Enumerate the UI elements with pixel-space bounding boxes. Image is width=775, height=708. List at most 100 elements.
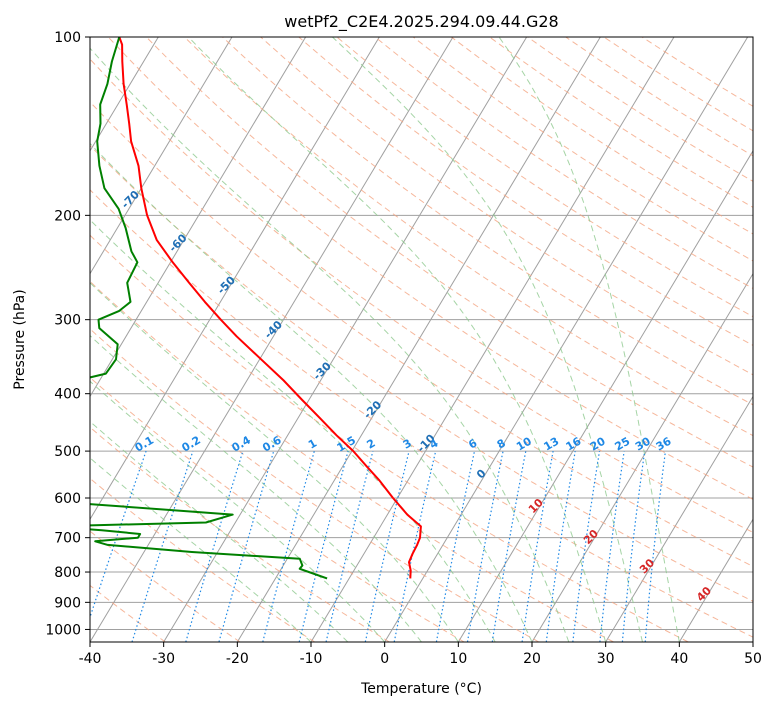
dry-adiabat-line xyxy=(184,37,753,437)
dry-adiabat-line xyxy=(603,37,753,132)
y-tick-label: 400 xyxy=(54,387,81,403)
mixing-ratio-line xyxy=(262,450,315,642)
isotherm-line xyxy=(752,641,753,642)
mixing-ratio-label: 6 xyxy=(466,436,479,451)
background-lines xyxy=(0,37,753,642)
mixing-ratio-line xyxy=(599,451,625,642)
mixing-ratio-line xyxy=(364,450,410,642)
mixing-ratio-line xyxy=(218,450,275,642)
x-tick-label: -40 xyxy=(79,651,102,667)
dry-adiabat-line xyxy=(565,37,753,157)
isotherm-line xyxy=(0,37,11,642)
x-tick-label: -20 xyxy=(226,651,249,667)
isotherm-line xyxy=(90,37,307,398)
x-tick-label: 0 xyxy=(380,651,389,667)
mixing-ratio-line xyxy=(298,450,349,642)
mixing-ratio-line xyxy=(521,450,554,642)
y-tick-label: 300 xyxy=(54,313,81,329)
isotherm-line xyxy=(90,37,454,642)
mixing-ratio-line xyxy=(131,450,194,642)
x-tick-label: 30 xyxy=(597,651,615,667)
mixing-ratio-line xyxy=(621,451,646,642)
isotherm-line xyxy=(90,37,233,275)
dry-adiabat-line xyxy=(222,37,753,406)
mixing-ratio-label: 3 xyxy=(401,437,414,452)
dry-adiabat-line xyxy=(90,101,753,567)
y-tick-label: 500 xyxy=(54,444,81,460)
y-tick-label: 600 xyxy=(54,491,81,507)
x-tick-label: 50 xyxy=(744,651,762,667)
moist-adiabat-line xyxy=(90,142,533,642)
isotherm-label: -30 xyxy=(311,359,334,382)
x-tick-label: 10 xyxy=(449,651,467,667)
moist-adiabat-line xyxy=(90,420,349,642)
mixing-ratio-line xyxy=(325,450,374,642)
y-tick-label: 1000 xyxy=(45,622,81,638)
y-tick-label: 700 xyxy=(54,531,81,547)
dry-adiabat-line xyxy=(90,144,753,602)
moist-adiabat-line xyxy=(90,334,422,642)
dry-adiabat-line xyxy=(298,37,753,346)
isotherm-line xyxy=(605,395,753,642)
x-tick-label: -30 xyxy=(152,651,175,667)
dry-adiabat-line xyxy=(90,234,689,642)
moist-adiabat-line xyxy=(90,380,386,642)
mixing-ratio-label: 8 xyxy=(495,437,508,452)
dry-adiabat-line xyxy=(90,328,540,642)
y-tick-label: 800 xyxy=(54,565,81,581)
dry-adiabat-line xyxy=(641,37,753,107)
isotherm-label: -20 xyxy=(361,398,384,421)
moist-adiabat-line xyxy=(90,282,459,642)
x-tick-label: -10 xyxy=(300,651,323,667)
temperature-profile-line xyxy=(118,37,422,579)
mixing-ratio-label: 1 xyxy=(306,437,319,452)
dry-adiabat-line xyxy=(90,189,753,638)
chart-title: wetPf2_C2E4.2025.294.09.44.G28 xyxy=(284,12,558,32)
mixing-ratio-line xyxy=(466,450,504,642)
plot-frame xyxy=(89,36,754,643)
isotherm-label: 10 xyxy=(526,496,546,516)
isotherm-label: -70 xyxy=(119,188,142,211)
mixing-ratio-line xyxy=(644,451,666,642)
mixing-ratio-line xyxy=(572,451,601,642)
isotherm-label: 30 xyxy=(637,556,657,576)
moist-adiabat-line xyxy=(498,37,680,642)
dry-adiabat-line xyxy=(90,584,166,642)
y-tick-label: 900 xyxy=(54,595,81,611)
x-axis: -40 -30 -20 -10 0 10 20 30 40 50 xyxy=(79,642,762,667)
y-axis-label: Pressure (hPa) xyxy=(12,289,28,389)
dry-adiabat-line xyxy=(374,37,753,290)
sounding-profiles xyxy=(90,37,422,580)
isotherm-label: 20 xyxy=(581,527,601,547)
mixing-ratio-line xyxy=(185,450,244,642)
dewpoint-profile-line xyxy=(90,37,328,580)
x-tick-label: 40 xyxy=(670,651,688,667)
dry-adiabat-line xyxy=(90,426,390,642)
y-tick-label: 100 xyxy=(54,30,81,46)
isotherm-line xyxy=(678,518,753,642)
mixing-ratio-labels: 0.1 0.2 0.4 0.6 1 1.5 2 3 4 6 8 10 13 16 20 25 30 36 xyxy=(133,433,674,454)
y-axis: 100 200 300 400 500 600 700 800 900 1000 xyxy=(45,30,90,638)
mixing-ratio-line xyxy=(545,451,576,642)
isotherm-line xyxy=(163,37,528,642)
isotherm-line xyxy=(310,37,675,642)
y-tick-label: 200 xyxy=(54,208,81,224)
dry-adiabat-line xyxy=(90,280,614,642)
isotherm-line xyxy=(531,272,753,642)
dry-adiabat-line xyxy=(260,37,753,376)
isotherm-line xyxy=(384,37,749,642)
dry-adiabat-line xyxy=(412,37,753,262)
dry-adiabat-line xyxy=(90,58,753,534)
mixing-ratio-label: 2 xyxy=(365,437,378,452)
isotherm-line xyxy=(457,149,753,642)
isotherm-label: 0 xyxy=(474,467,489,482)
moist-adiabat-line xyxy=(90,219,496,642)
dry-adiabat-line xyxy=(90,477,315,642)
x-tick-label: 20 xyxy=(523,651,541,667)
dry-adiabat-line xyxy=(107,37,753,500)
isotherm-label: -40 xyxy=(262,318,285,341)
dry-adiabat-line xyxy=(527,37,753,182)
moist-adiabat-line xyxy=(332,37,643,642)
